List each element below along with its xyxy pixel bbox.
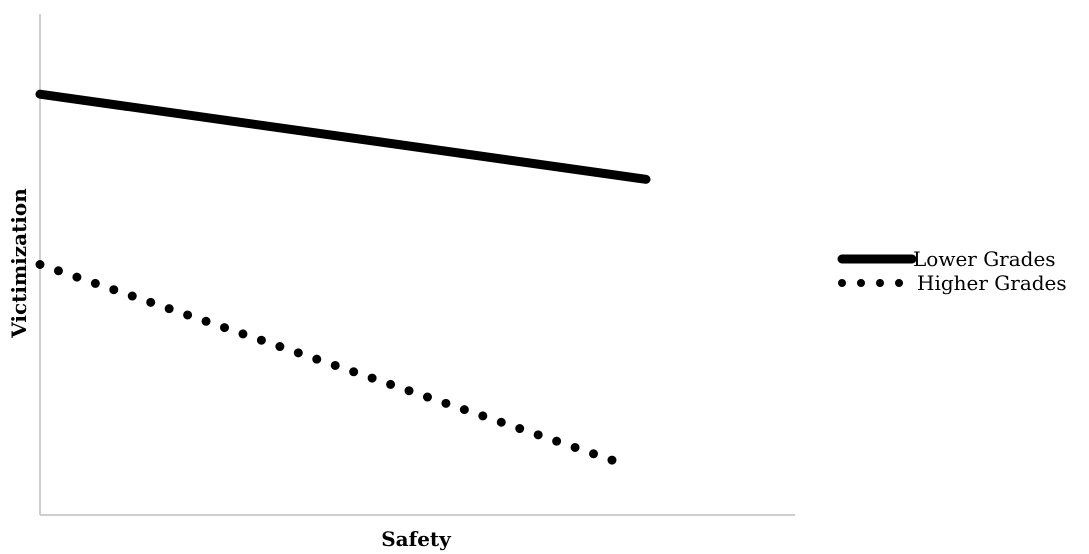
legend-label-lower-grades: Lower Grades [913,247,1056,271]
series-line-lower-grades [35,89,651,184]
x-axis-title: Safety [381,527,452,551]
y-axis-title: Victimization [7,188,31,339]
legend-label-higher-grades: Higher Grades [917,271,1067,295]
legend-item-lower-grades: Lower Grades [837,247,1056,271]
series-line-higher-grades [35,260,631,470]
plot-area [35,14,795,516]
legend: Lower Grades Higher Grades [837,247,1067,295]
series-layer [35,89,651,470]
legend-item-higher-grades: Higher Grades [838,271,1067,295]
